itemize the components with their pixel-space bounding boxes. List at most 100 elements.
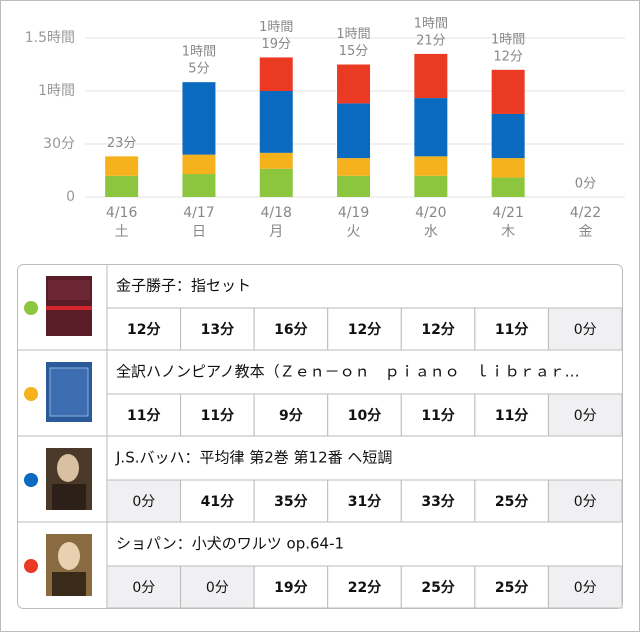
thumbnail-stripe <box>46 306 92 310</box>
x-tick-label: 4/17 <box>183 205 214 221</box>
cell <box>474 565 549 609</box>
x-tick-label: 4/20 <box>415 205 446 221</box>
cell-value: 35分 <box>274 494 307 510</box>
bar-segment <box>182 154 216 175</box>
cell-value: 0分 <box>132 580 155 596</box>
total-label: 23分 <box>107 136 137 151</box>
cell-value: 0分 <box>574 322 597 338</box>
thumbnail-detail <box>49 367 89 417</box>
x-tick-label: 4/19 <box>338 205 369 221</box>
x-tick-label: 4/22 <box>570 205 601 221</box>
bar-segment <box>105 175 139 197</box>
cell-value: 10分 <box>348 408 381 424</box>
x-tick-weekday: 土 <box>115 224 129 240</box>
x-tick-weekday: 日 <box>192 224 206 240</box>
cell-value: 31分 <box>348 494 381 510</box>
bar-segment <box>337 103 371 159</box>
cell-value: 41分 <box>201 494 234 510</box>
y-tick-label: 30分 <box>43 136 75 152</box>
y-tick-label: 1.5時間 <box>25 30 75 46</box>
cell-value: 0分 <box>574 580 597 596</box>
cell-value: 25分 <box>495 494 528 510</box>
x-tick-label: 4/18 <box>261 205 292 221</box>
row-title: 金子勝子：指セット <box>116 277 251 295</box>
cell <box>106 393 182 437</box>
total-label: 19分 <box>261 37 291 52</box>
bar-segment <box>414 175 448 197</box>
cell-value: 33分 <box>421 494 454 510</box>
bar-segment <box>182 82 216 155</box>
cell-value: 0分 <box>132 494 155 510</box>
cell-value: 16分 <box>274 322 307 338</box>
cell-value: 25分 <box>421 580 454 596</box>
legend-dot <box>24 473 38 487</box>
total-label: 12分 <box>493 49 523 64</box>
bar-segment <box>182 174 216 197</box>
cell <box>253 565 329 609</box>
cell <box>253 479 329 523</box>
cell <box>547 565 623 609</box>
cell <box>474 307 549 351</box>
cell-value: 11分 <box>495 408 528 424</box>
bar-segment <box>337 64 371 104</box>
cell-value: 11分 <box>495 322 528 338</box>
cell-value: 0分 <box>574 494 597 510</box>
cell <box>474 393 549 437</box>
x-tick-weekday: 金 <box>578 224 592 240</box>
x-tick-weekday: 水 <box>424 224 438 240</box>
cell <box>547 393 623 437</box>
bar-segment <box>414 53 448 99</box>
x-tick-weekday: 火 <box>347 224 361 240</box>
total-label: 0分 <box>575 177 596 192</box>
total-label: 21分 <box>416 33 446 48</box>
cell <box>400 307 476 351</box>
thumbnail-detail <box>57 454 79 482</box>
total-label: 1時間 <box>259 20 293 35</box>
total-label: 1時間 <box>336 27 370 42</box>
cell <box>253 393 329 437</box>
legend-dot <box>24 301 38 315</box>
cell <box>106 307 182 351</box>
row-title: J.S.バッハ：平均律 第2巻 第12番 ヘ短調 <box>115 449 392 467</box>
cell-value: 12分 <box>348 322 381 338</box>
total-label: 1時間 <box>414 16 448 31</box>
cell-value: 11分 <box>201 408 234 424</box>
thumbnail-detail <box>48 280 90 300</box>
cell-value: 9分 <box>279 408 303 424</box>
bar-segment <box>491 113 525 159</box>
total-label: 1時間 <box>491 32 525 47</box>
cell <box>180 307 255 351</box>
thumbnail-detail <box>58 542 80 570</box>
cell-value: 25分 <box>495 580 528 596</box>
cell <box>547 479 623 523</box>
y-tick-label: 1時間 <box>38 83 75 99</box>
cell <box>180 393 255 437</box>
cell-value: 22分 <box>348 580 381 596</box>
legend-dot <box>24 387 38 401</box>
cell <box>327 565 402 609</box>
cell-value: 0分 <box>206 580 229 596</box>
cell <box>327 307 402 351</box>
bar-segment <box>491 69 525 114</box>
bar-segment <box>491 177 525 197</box>
cell <box>327 479 402 523</box>
bar-segment <box>414 98 448 157</box>
bar-segment <box>259 168 293 197</box>
bar-segment <box>491 158 525 178</box>
legend-dot <box>24 559 38 573</box>
bar-segment <box>105 156 139 176</box>
cell-value: 0分 <box>574 408 597 424</box>
x-tick-weekday: 木 <box>501 224 515 240</box>
total-label: 1時間 <box>182 45 216 60</box>
row-title: 全訳ハノンピアノ教本（Ｚｅｎ－ｏｎ ｐｉａｎｏ ｌｉｂｒａｒ… <box>116 363 580 381</box>
cell <box>400 393 476 437</box>
total-label: 5分 <box>188 62 209 77</box>
x-tick-label: 4/21 <box>492 205 523 221</box>
bar-segment <box>337 158 371 176</box>
cell <box>400 479 476 523</box>
cell-value: 11分 <box>127 408 160 424</box>
cell-value: 12分 <box>421 322 454 338</box>
cell <box>474 479 549 523</box>
thumbnail-detail <box>52 572 86 596</box>
